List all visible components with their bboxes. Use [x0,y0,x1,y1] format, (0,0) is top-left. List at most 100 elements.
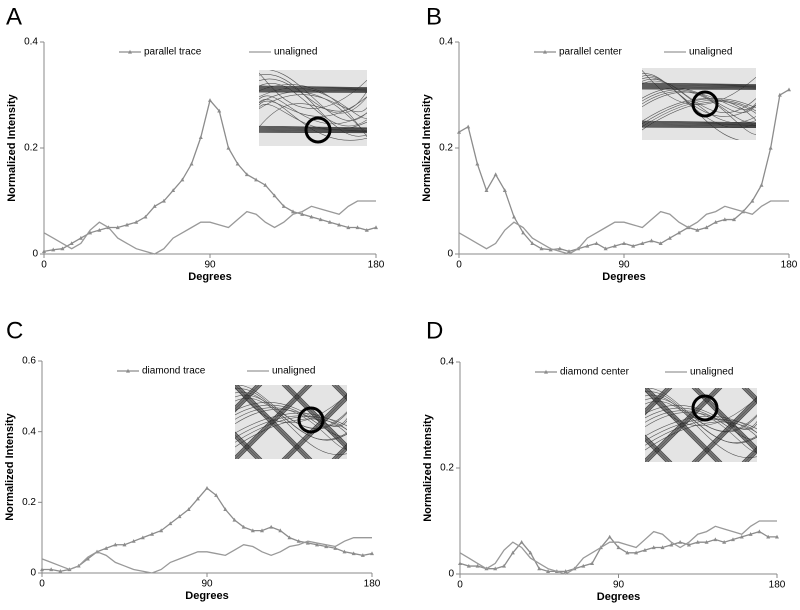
fiber-bundle [259,129,367,132]
point-marker [642,547,647,552]
point-marker [342,549,347,554]
fiber-bundle [647,388,723,462]
point-marker [254,177,259,182]
point-marker [732,217,736,222]
fiber [645,418,757,442]
point-marker [667,235,672,240]
fiber [235,387,347,423]
point-marker [590,561,595,565]
legend-label: unaligned [274,47,317,58]
fiber-bundle [287,399,347,459]
y-tick-label: 0.6 [22,356,36,367]
point-marker [475,563,480,568]
point-marker [757,529,762,534]
fiber [259,94,367,113]
point-marker [677,230,681,235]
fiber-bundle [645,388,720,462]
fiber [235,391,347,456]
point-marker [186,507,191,511]
fiber-bundle [547,388,621,462]
x-tick-label: 180 [364,579,381,590]
fiber-bundle [694,399,757,462]
fiber-bundle [135,385,209,459]
fiber-bundle [235,385,308,458]
point-marker [143,214,148,219]
point-marker [208,98,212,102]
point-marker [60,246,65,251]
point-marker [616,545,621,550]
x-tick-label: 180 [781,260,798,271]
fiber-bundle [235,385,263,413]
panel-label: C [6,317,23,344]
fiber [268,70,367,121]
point-marker [355,225,360,230]
point-marker [669,542,674,547]
fiber-bundle [237,385,313,459]
point-marker [113,542,118,547]
series-line [43,200,376,255]
point-marker [557,246,562,251]
point-marker [634,550,639,555]
fiber [259,91,367,133]
point-marker [370,551,374,556]
y-tick-label: 0.2 [440,463,454,474]
x-axis-title: Degrees [185,590,228,602]
series-line [458,200,789,255]
fiber-bundle [333,385,347,399]
inset-image [259,70,367,146]
point-marker [180,177,185,182]
fiber-bundle [542,388,616,462]
fiber-bundle [645,388,668,411]
fiber [642,98,756,122]
panel-label: D [426,317,443,344]
fiber-bundle [337,385,347,395]
fiber-bundle [642,120,756,124]
fiber-bundle [135,385,209,459]
fiber-bundle [645,388,670,413]
point-marker [750,198,755,203]
point-marker [787,87,791,92]
point-marker [678,540,683,544]
fiber-bundle [259,125,367,129]
point-marker [466,124,471,129]
point-marker [722,540,727,544]
fiber-bundle [132,385,206,459]
panel-label: A [6,3,22,30]
point-marker [374,225,378,230]
point-marker [235,161,240,166]
point-marker [125,222,129,227]
y-tick-label: 0.2 [24,143,38,154]
legend-marker [126,368,130,373]
fiber-bundle [642,86,756,89]
series-line [459,530,777,572]
fiber-bundle [138,385,212,459]
fiber-bundle [235,385,261,411]
fiber [642,91,756,135]
point-marker [104,546,109,550]
fiber-bundle [235,385,260,410]
x-axis-title: Degrees [602,271,645,283]
fiber [642,77,741,140]
fiber-bundle [741,446,757,462]
point-marker [198,135,203,139]
chart-panel: A 0 0.2 0.4 0 90 180 Degrees Normalized Intensit… [6,3,385,283]
y-axis-title: Normalized Intensity [6,93,18,201]
point-marker [739,534,744,539]
point-marker [466,563,471,568]
fiber-bundle [646,388,721,462]
point-marker [324,544,329,549]
point-marker [327,220,332,224]
point-marker [457,129,461,134]
fiber-bundle [697,402,757,462]
point-marker [115,225,120,230]
fiber-bundle [548,388,622,462]
x-tick-label: 0 [39,579,45,590]
point-marker [161,198,166,203]
fiber-bundle [259,87,367,90]
point-marker [337,222,342,227]
point-marker [658,241,663,245]
point-marker [622,241,626,245]
point-marker [189,161,194,166]
fiber-bundle [259,90,367,92]
fiber-bundle [235,385,307,457]
